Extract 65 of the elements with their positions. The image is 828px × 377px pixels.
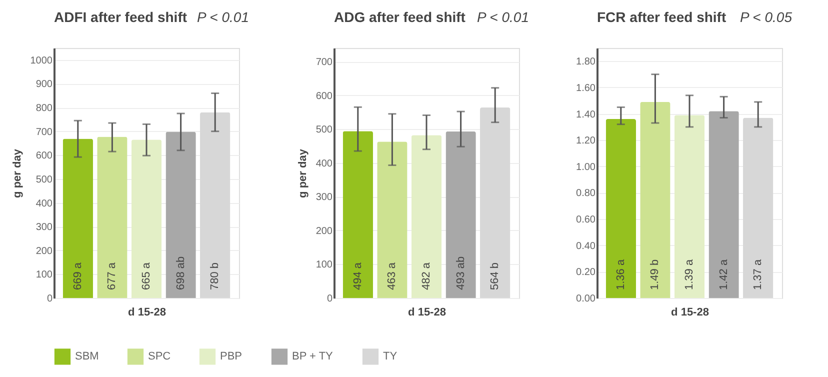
legend-label: BP + TY: [292, 350, 334, 363]
y-tick-label: 0.60: [576, 214, 596, 226]
bar: [200, 112, 230, 298]
y-tick-label: 200: [316, 226, 333, 237]
data-label: 564 b: [489, 262, 502, 290]
data-label: 665 a: [140, 262, 152, 290]
data-label: 1.37 a: [752, 258, 764, 290]
y-tick-label: 1.20: [576, 136, 596, 147]
chart-subtitle: P < 0.05: [740, 9, 792, 25]
chart-title: ADFI after feed shift: [54, 9, 188, 25]
y-axis-title: g per day: [11, 148, 24, 198]
chart-title: FCR after feed shift: [597, 9, 726, 25]
y-tick-label: 200: [36, 246, 53, 257]
bar: [97, 136, 128, 298]
y-tick-label: 0.40: [576, 240, 596, 252]
y-tick-label: 0.00: [576, 294, 596, 304]
bar: [166, 132, 196, 298]
legend-label: SPC: [148, 350, 171, 363]
x-axis-title: d 15-28: [128, 306, 166, 318]
chart-subtitle: P < 0.01: [476, 9, 529, 25]
y-tick-label: 100: [316, 260, 333, 271]
y-tick-label: 700: [36, 126, 53, 138]
chart-title: ADG after feed shift: [334, 9, 466, 25]
y-tick-label: 300: [316, 192, 333, 204]
data-label: 1.39 a: [684, 258, 696, 290]
data-label: 1.42 a: [718, 258, 730, 290]
y-tick-label: 1000: [30, 55, 53, 66]
y-tick-label: 500: [316, 124, 333, 136]
data-label: 1.49 b: [649, 259, 662, 290]
legend-label: SBM: [75, 350, 99, 363]
y-tick-label: 600: [316, 90, 333, 102]
y-tick-label: 400: [36, 198, 53, 210]
data-label: 463 a: [386, 262, 398, 290]
y-tick-label: 0: [326, 294, 333, 304]
y-tick-label: 1.40: [576, 109, 596, 120]
data-label: 669 a: [72, 262, 84, 290]
data-label: 1.36 a: [614, 258, 627, 290]
y-axis-title: g per day: [296, 148, 309, 198]
y-tick-label: 600: [36, 150, 53, 162]
data-label: 677 a: [106, 262, 118, 290]
y-tick-label: 1.80: [576, 56, 596, 68]
data-label: 493 ab: [454, 256, 467, 290]
y-tick-label: 700: [316, 57, 333, 68]
y-tick-label: 0.80: [576, 188, 596, 200]
y-tick-label: 400: [316, 158, 333, 170]
y-tick-label: 0.20: [576, 267, 596, 278]
bar: [131, 140, 162, 298]
chart-subtitle: P < 0.01: [196, 9, 249, 25]
legend-label: TY: [383, 350, 398, 363]
y-tick-label: 800: [36, 103, 53, 114]
data-label: 494 a: [352, 262, 364, 290]
data-label: 482 a: [420, 262, 432, 290]
legend-label: PBP: [220, 350, 242, 363]
y-tick-label: 1.60: [576, 82, 596, 94]
bar: [62, 138, 93, 298]
y-tick-label: 1.00: [576, 162, 596, 173]
data-label: 780 b: [209, 262, 222, 290]
y-tick-label: 100: [36, 270, 53, 281]
y-tick-label: 0: [46, 294, 53, 304]
y-tick-label: 500: [36, 174, 53, 186]
x-axis-title: d 15-28: [408, 306, 446, 318]
y-tick-label: 900: [36, 79, 53, 90]
x-axis-title: d 15-28: [671, 306, 709, 318]
y-tick-label: 300: [36, 222, 53, 234]
data-label: 698 ab: [174, 256, 187, 290]
